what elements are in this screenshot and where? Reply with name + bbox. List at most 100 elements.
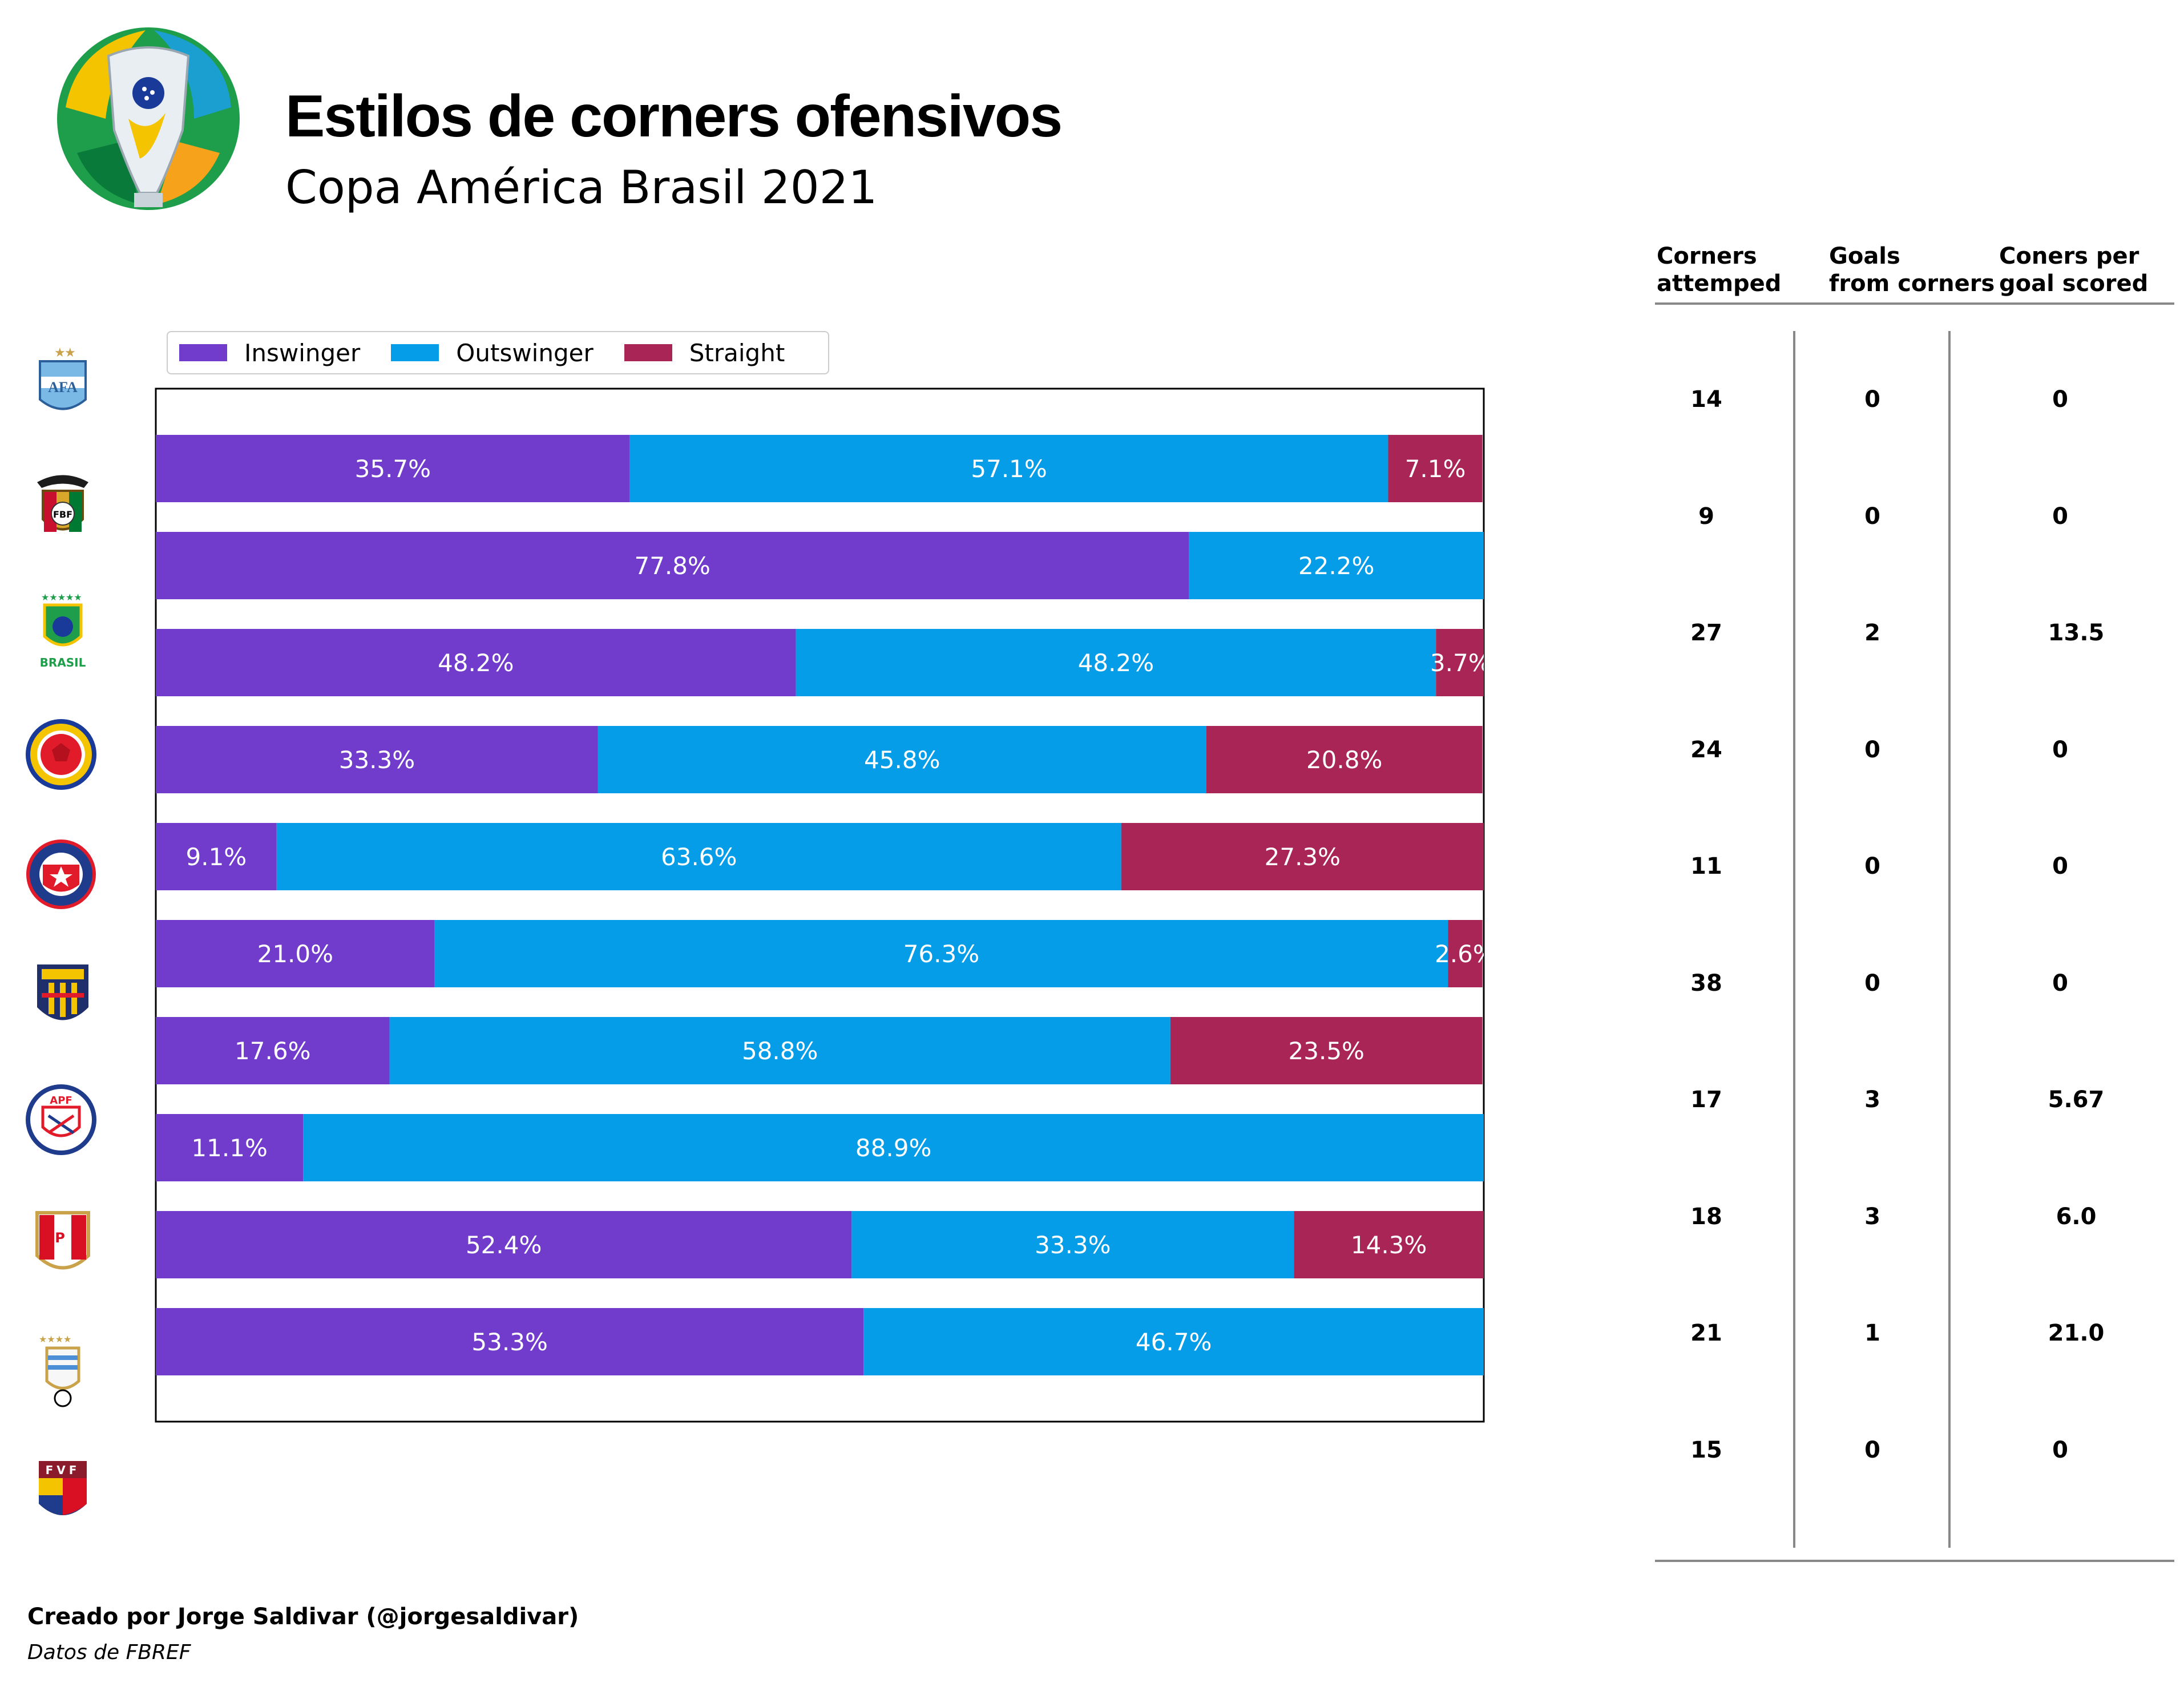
bar-inswinger-argentina: [156, 435, 630, 502]
bar-straight-paraguay: [1170, 1017, 1483, 1084]
table-cell-r0-c2: 0: [2052, 386, 2068, 413]
table-header-corners-attempted: Corners attemped: [1657, 243, 1782, 297]
table-cell-r8-c1: 1: [1864, 1320, 1880, 1346]
bolivia-crest-icon: FBF: [37, 475, 88, 532]
data-label-outswinger-brasil: 48.2%: [1078, 649, 1154, 677]
data-label-inswinger-argentina: 35.7%: [355, 455, 431, 483]
peru-crest-icon: FPF: [35, 1211, 90, 1270]
table-cell-r4-c1: 0: [1864, 853, 1880, 879]
bar-inswinger-ecuador: [156, 920, 435, 987]
data-label-inswinger-ecuador: 21.0%: [257, 940, 333, 968]
colombia-crest-icon: [26, 719, 96, 790]
data-label-straight-ecuador: 2.6%: [1435, 940, 1496, 968]
data-label-straight-argentina: 7.1%: [1405, 455, 1466, 483]
data-label-inswinger-perú: 11.1%: [191, 1134, 267, 1162]
peru-crest-letters: FPF: [40, 1230, 86, 1246]
table-cell-r4-c2: 0: [2052, 853, 2068, 879]
legend-swatch-outswinger: [391, 344, 439, 361]
table-cell-r2-c2: 13.5: [2048, 620, 2105, 646]
table-cell-r5-c1: 0: [1864, 970, 1880, 996]
brasil-crest-icon: ★★★★★ BRASIL: [40, 592, 86, 668]
data-label-outswinger-bolivia: 22.2%: [1298, 552, 1374, 580]
data-label-outswinger-perú: 88.9%: [855, 1134, 931, 1162]
table-cell-r2-c1: 2: [1864, 620, 1880, 646]
bar-outswinger-paraguay: [389, 1017, 1170, 1084]
venezuela-crest-icon: FVF: [39, 1461, 87, 1515]
data-label-straight-colombia: 20.8%: [1306, 746, 1382, 774]
data-label-inswinger-paraguay: 17.6%: [235, 1037, 310, 1065]
data-label-inswinger-colombia: 33.3%: [339, 746, 415, 774]
svg-text:★: ★: [54, 346, 66, 360]
table-header-corners-per-goal: Coners per goal scored: [1999, 243, 2149, 297]
data-label-straight-uruguay: 14.3%: [1351, 1231, 1427, 1259]
data-label-inswinger-bolivia: 77.8%: [634, 552, 710, 580]
table-cell-r1-c2: 0: [2052, 503, 2068, 530]
data-label-outswinger-paraguay: 58.8%: [742, 1037, 818, 1065]
data-label-straight-paraguay: 23.5%: [1289, 1037, 1365, 1065]
bar-outswinger-venezuela: [863, 1308, 1484, 1375]
table-cell-r4-c0: 11: [1690, 853, 1722, 879]
bar-outswinger-argentina: [629, 435, 1388, 502]
paraguay-crest-icon: APF: [26, 1084, 96, 1155]
data-label-outswinger-argentina: 57.1%: [971, 455, 1047, 483]
bar-straight-brasil: [1436, 629, 1484, 696]
bar-outswinger-bolivia: [1189, 532, 1484, 599]
data-label-straight-brasil: 3.7%: [1430, 649, 1491, 677]
table-cell-r1-c0: 9: [1698, 503, 1714, 530]
table-cell-r6-c0: 17: [1690, 1087, 1722, 1113]
bar-outswinger-uruguay: [851, 1211, 1294, 1278]
table-cell-r8-c2: 21.0: [2048, 1320, 2105, 1346]
table-header-goals-from-corners: Goals from corners: [1829, 243, 1995, 297]
svg-text:★: ★: [64, 346, 76, 360]
bar-outswinger-ecuador: [434, 920, 1448, 987]
legend-swatch-inswinger: [179, 344, 227, 361]
chile-crest-icon: [26, 840, 96, 909]
data-label-outswinger-uruguay: 33.3%: [1035, 1231, 1111, 1259]
data-label-outswinger-chile: 63.6%: [661, 843, 737, 871]
table-cell-r9-c2: 0: [2052, 1436, 2068, 1463]
bar-straight-chile: [1121, 823, 1484, 890]
table-cell-r3-c0: 24: [1690, 736, 1722, 763]
table-cell-r0-c0: 14: [1690, 386, 1722, 413]
data-label-inswinger-venezuela: 53.3%: [471, 1328, 547, 1356]
svg-text:★★★★★: ★★★★★: [41, 592, 82, 603]
data-label-outswinger-ecuador: 76.3%: [903, 940, 979, 968]
venezuela-crest-letters: FVF: [46, 1463, 80, 1477]
legend-label-straight: Straight: [689, 338, 785, 367]
bolivia-crest-letters: FBF: [53, 509, 72, 520]
data-label-inswinger-brasil: 48.2%: [438, 649, 514, 677]
table-cell-r1-c1: 0: [1864, 503, 1880, 530]
bar-straight-argentina: [1388, 435, 1483, 502]
uruguay-crest-icon: ★★★★: [39, 1334, 80, 1407]
legend-item-straight: Straight: [624, 339, 785, 367]
chart-legend: Inswinger Outswinger Straight: [167, 331, 829, 374]
bars-group: 35.7% 57.1% 7.1% 77.8% 22.2% 48.2% 48.2% 3.7% 33…: [156, 435, 1496, 1375]
bar-inswinger-uruguay: [156, 1211, 852, 1278]
bar-outswinger-chile: [276, 823, 1121, 890]
table-cell-r6-c1: 3: [1864, 1087, 1880, 1113]
bar-inswinger-brasil: [156, 629, 796, 696]
legend-item-outswinger: Outswinger: [391, 339, 594, 367]
data-label-outswinger-venezuela: 46.7%: [1136, 1328, 1212, 1356]
bar-straight-colombia: [1206, 726, 1483, 793]
data-label-outswinger-colombia: 45.8%: [864, 746, 940, 774]
bar-outswinger-colombia: [598, 726, 1206, 793]
paraguay-crest-letters: APF: [50, 1095, 72, 1107]
bar-inswinger-perú: [156, 1114, 304, 1181]
bar-inswinger-colombia: [156, 726, 598, 793]
chart-subtitle: Copa América Brasil 2021: [285, 161, 878, 214]
bar-inswinger-bolivia: [156, 532, 1189, 599]
bar-outswinger-perú: [303, 1114, 1484, 1181]
legend-swatch-straight: [624, 344, 672, 361]
bar-inswinger-chile: [156, 823, 277, 890]
table-cell-r7-c2: 6.0: [2056, 1203, 2097, 1230]
argentina-crest-icon: ★★ AFA: [39, 346, 87, 410]
source-text: Datos de FBREF: [27, 1641, 191, 1664]
data-label-inswinger-uruguay: 52.4%: [466, 1231, 542, 1259]
table-cell-r5-c2: 0: [2052, 970, 2068, 996]
bar-outswinger-brasil: [796, 629, 1436, 696]
legend-label-inswinger: Inswinger: [244, 338, 361, 367]
ecuador-crest-icon: [37, 964, 88, 1020]
